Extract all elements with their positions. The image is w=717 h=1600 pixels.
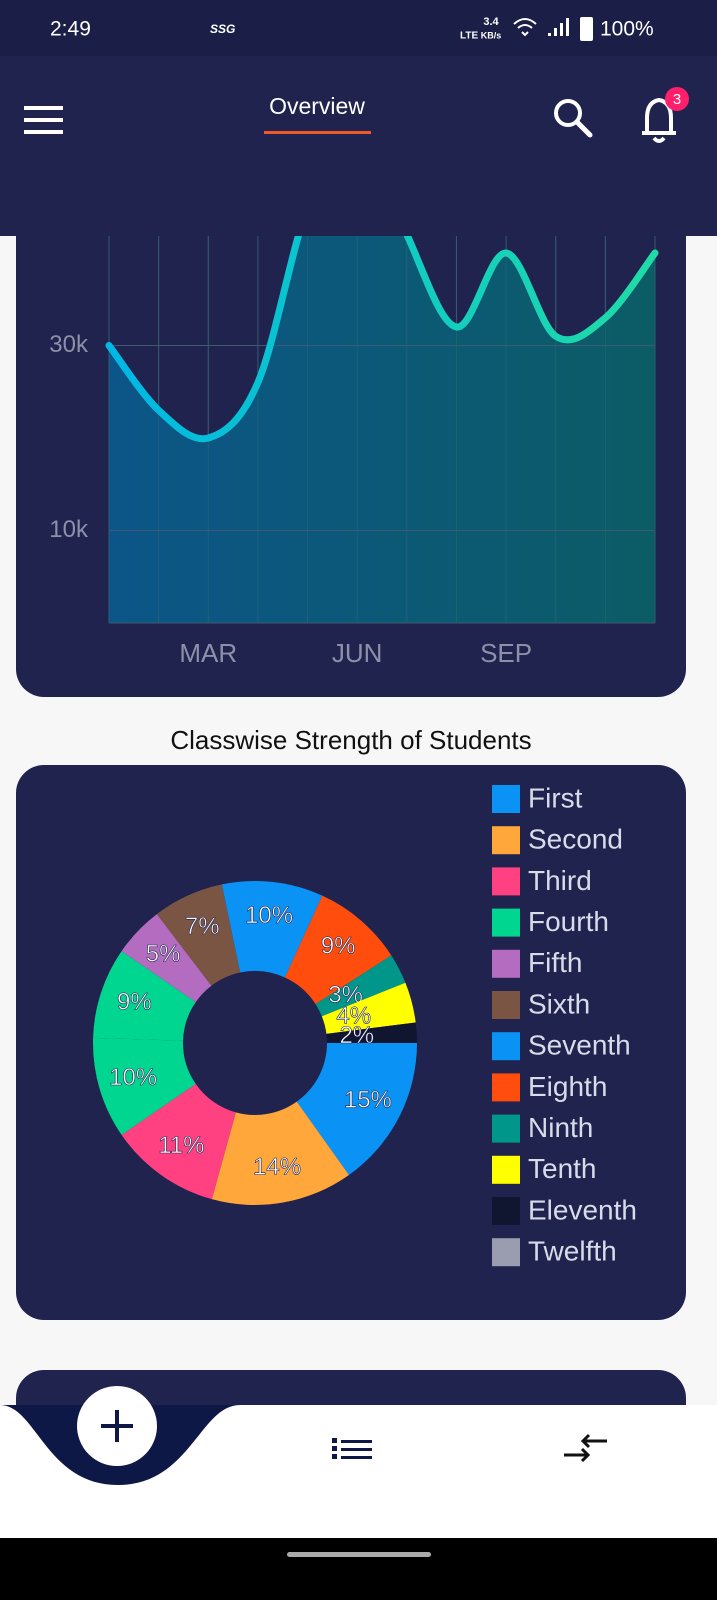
- list-lines: [341, 1440, 372, 1459]
- legend-label: Second: [528, 824, 623, 855]
- y-tick-label: 10k: [49, 516, 89, 543]
- legend-swatch: [492, 826, 520, 855]
- compare-button[interactable]: [564, 1433, 607, 1463]
- signal-icon: [548, 18, 569, 36]
- legend-swatch: [492, 1073, 520, 1102]
- legend-swatch: [492, 1197, 520, 1225]
- slice-label: 10%: [245, 902, 293, 929]
- slice-label: 2%: [339, 1022, 374, 1049]
- pie-slice: [284, 895, 392, 1005]
- bell-icon: [642, 98, 676, 143]
- search-handle: [574, 119, 593, 138]
- chart-title: Classwise Strength of Students: [170, 725, 531, 755]
- y-tick-label: 30k: [49, 331, 89, 358]
- legend-swatch: [492, 1155, 520, 1184]
- slice-label: 7%: [185, 913, 220, 940]
- slice-label: 14%: [253, 1153, 301, 1180]
- legend-label: Third: [528, 865, 592, 896]
- legend-swatch: [492, 867, 520, 896]
- status-battery: 100%: [600, 18, 654, 41]
- area: [109, 236, 655, 623]
- slice-label: 15%: [344, 1087, 392, 1114]
- pie-slice: [93, 1037, 196, 1135]
- pie-slice: [93, 951, 196, 1041]
- slice-label: 9%: [321, 932, 356, 959]
- menu-bar: [24, 118, 63, 122]
- x-tick-label: MAR: [179, 638, 237, 668]
- pie-slice: [321, 982, 416, 1034]
- app-header: [0, 56, 717, 236]
- slice-label: 10%: [109, 1064, 157, 1091]
- pie-slice: [315, 955, 406, 1017]
- status-speed-unit: KB/s: [481, 30, 502, 40]
- pie-slice: [156, 884, 241, 986]
- search-icon: [554, 99, 582, 127]
- battery-icon: [580, 17, 593, 41]
- notification-button[interactable]: 3: [642, 87, 689, 143]
- menu-button[interactable]: [24, 106, 63, 134]
- x-tick-label: JUN: [332, 638, 383, 668]
- legend-label: Eleventh: [528, 1194, 637, 1225]
- legend-swatch: [492, 991, 520, 1019]
- slice-label: 5%: [146, 941, 181, 968]
- add-button[interactable]: [77, 1386, 157, 1466]
- status-time: 2:49: [50, 18, 91, 41]
- legend-swatch: [492, 785, 520, 813]
- wifi-icon: [513, 18, 537, 37]
- notification-count: 3: [673, 91, 681, 108]
- legend-swatch: [492, 949, 520, 978]
- search-button[interactable]: [554, 99, 593, 138]
- slice-label: 11%: [158, 1132, 204, 1159]
- system-nav-bar: [0, 1538, 717, 1600]
- legend-swatch: [492, 908, 520, 937]
- slice-label: 9%: [117, 989, 152, 1016]
- compare-icon: [564, 1433, 607, 1463]
- legend-label: Seventh: [528, 1030, 631, 1061]
- pie-slice: [211, 1101, 349, 1205]
- legend-swatch: [492, 1032, 520, 1061]
- tab-indicator: [264, 131, 371, 134]
- legend-swatch: [492, 1114, 520, 1143]
- legend-label: Tenth: [528, 1153, 597, 1184]
- legend-label: Ninth: [528, 1112, 593, 1143]
- legend-label: Sixth: [528, 988, 590, 1019]
- legend-label: Fifth: [528, 947, 582, 978]
- legend-label: Eighth: [528, 1071, 607, 1102]
- status-speed: 3.4: [483, 16, 499, 28]
- status-carrier: SSG: [210, 22, 235, 36]
- legend-label: Fourth: [528, 906, 609, 937]
- status-bar: [0, 0, 717, 56]
- pie-slice: [296, 1043, 417, 1175]
- pie-slice: [221, 881, 323, 978]
- x-tick-label: SEP: [480, 638, 532, 668]
- status-network: LTE: [460, 31, 478, 42]
- add-icon: [101, 1410, 133, 1442]
- menu-bar: [24, 130, 63, 134]
- header-title[interactable]: Overview: [269, 93, 365, 119]
- list-button[interactable]: [332, 1438, 372, 1459]
- pie-slice: [121, 914, 212, 1003]
- legend-label: First: [528, 782, 583, 813]
- menu-bar: [24, 106, 63, 110]
- legend-swatch: [492, 1238, 520, 1267]
- legend-label: Twelfth: [528, 1236, 617, 1267]
- pie-slice: [121, 1083, 236, 1200]
- list-dots: [332, 1438, 337, 1459]
- pie-slice: [326, 1022, 417, 1043]
- slice-label: 4%: [336, 1003, 371, 1030]
- notification-badge: [665, 87, 689, 111]
- home-indicator[interactable]: [287, 1552, 431, 1557]
- line: [105, 236, 659, 443]
